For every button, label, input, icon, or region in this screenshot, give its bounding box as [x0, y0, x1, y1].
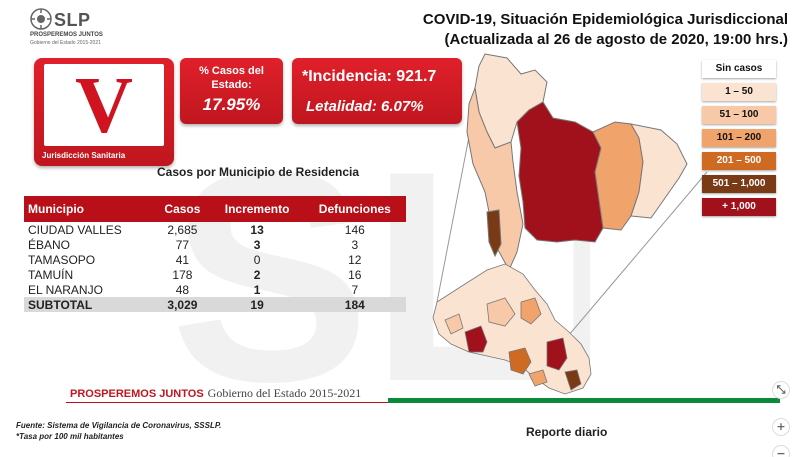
zoom-out-icon[interactable]: −	[772, 445, 790, 457]
legend-item: 1 – 50	[702, 83, 776, 101]
table-row: TAMASOPO 41 0 12	[24, 252, 406, 267]
jurisdiction-letter: V	[75, 62, 133, 150]
jurisdiction-letter-box: V	[44, 62, 164, 150]
incidence-value: *Incidencia: 921.7	[302, 68, 437, 85]
legend-item: 501 – 1,000	[702, 175, 776, 193]
subtotal-row: SUBTOTAL 3,029 19 184	[24, 297, 406, 312]
legend-item: 51 – 100	[702, 106, 776, 124]
incremento-cell: 3	[253, 237, 261, 252]
legend-item: Sin casos	[702, 60, 776, 78]
source-line: Fuente: Sistema de Vigilancia de Coronav…	[16, 421, 222, 430]
column-header: Municipio	[24, 196, 155, 222]
footer-slogan: PROSPEREMOS JUNTOS	[70, 388, 204, 400]
municipio-cell: EL NARANJO	[28, 282, 103, 297]
zoom-line	[562, 171, 708, 343]
municipio-region	[546, 337, 568, 371]
incremento-cell: 2	[253, 267, 261, 282]
fullscreen-icon[interactable]: ⤡	[772, 381, 790, 399]
municipio-region	[486, 297, 516, 327]
municipio-region	[528, 369, 548, 387]
logo-word: SLP	[54, 10, 91, 30]
municipio-cell: CIUDAD VALLES	[28, 222, 122, 237]
table-header-row: Municipio Casos Incremento Defunciones	[24, 196, 406, 222]
rate-note: *Tasa por 100 mil habitantes	[16, 432, 124, 441]
footer-line-red	[66, 402, 388, 403]
defunciones-cell: 146	[344, 222, 365, 237]
source-note: Fuente: Sistema de Vigilancia de Coronav…	[16, 420, 221, 442]
column-header: Defunciones	[303, 196, 406, 222]
defunciones-cell: 3	[351, 237, 359, 252]
municipio-region	[630, 123, 688, 219]
column-header: Casos	[154, 196, 211, 222]
jurisdiction-panel: V Jurisdicción Sanitaria	[34, 58, 174, 166]
municipio-cell: TAMASOPO	[28, 252, 96, 267]
municipio-cell: TAMUÍN	[28, 267, 74, 282]
page-title: COVID-19, Situación Epidemiológica Juris…	[423, 10, 788, 50]
cases-table: Municipio Casos Incremento Defunciones C…	[24, 196, 406, 312]
table-row: TAMUÍN 178 2 16	[24, 267, 406, 282]
zoom-in-icon[interactable]: +	[772, 418, 790, 436]
legend-item: 101 – 200	[702, 129, 776, 147]
footer-government: Gobierno del Estado 2015-2021	[207, 386, 362, 400]
subtotal-incremento: 19	[210, 297, 304, 312]
municipio-region	[508, 347, 532, 375]
municipio-region	[464, 325, 488, 353]
defunciones-cell: 7	[351, 282, 359, 297]
casos-cell: 41	[175, 252, 190, 267]
percent-panel: % Casos del Estado: 17.95%	[180, 58, 283, 124]
municipio-region	[486, 209, 502, 258]
footer-brand: PROSPEREMOS JUNTOS Gobierno del Estado 20…	[70, 386, 361, 401]
incremento-cell: 13	[250, 222, 264, 237]
table-title: Casos por Municipio de Residencia	[157, 165, 360, 179]
title-line-2: (Actualizada al 26 de agosto de 2020, 19…	[444, 31, 788, 48]
municipio-region	[444, 313, 464, 335]
footer-line-green	[388, 398, 780, 403]
percent-value: 17.95%	[202, 95, 261, 114]
jurisdiction-label: Jurisdicción Sanitaria	[42, 151, 126, 160]
municipio-cell: ÉBANO	[28, 237, 71, 252]
incidence-panel: *Incidencia: 921.7 Letalidad: 6.07%	[292, 58, 462, 124]
subtotal-casos: 3,029	[154, 297, 211, 312]
casos-cell: 178	[172, 267, 193, 282]
municipio-region	[564, 369, 582, 391]
municipio-region	[466, 86, 524, 272]
casos-cell: 2,685	[167, 222, 198, 237]
logo-slogan: PROSPEREMOS JUNTOS	[30, 32, 103, 38]
table-row: EL NARANJO 48 1 7	[24, 282, 406, 297]
jurisdiction-enlarged	[466, 53, 688, 272]
incremento-cell: 1	[253, 282, 261, 297]
logo-government: Gobierno del Estado 2015-2021	[30, 40, 101, 46]
subtotal-label: SUBTOTAL	[24, 297, 155, 312]
casos-cell: 48	[175, 282, 190, 297]
map-legend: Sin casos 1 – 50 51 – 100 101 – 200 201 – 50…	[702, 60, 780, 221]
title-line-1: COVID-19, Situación Epidemiológica Juris…	[422, 11, 788, 28]
defunciones-cell: 12	[348, 252, 362, 267]
report-label: Reporte diario	[526, 425, 608, 439]
state-map	[432, 263, 592, 395]
defunciones-cell: 16	[348, 267, 362, 282]
incremento-cell: 0	[253, 252, 261, 267]
table-row: CIUDAD VALLES 2,685 13 146	[24, 222, 406, 237]
jurisdiction-map	[432, 53, 708, 395]
municipio-region	[516, 101, 604, 243]
slp-emblem-icon	[30, 8, 52, 30]
percent-label: % Casos del Estado:	[199, 65, 264, 91]
table-row: ÉBANO 77 3 3	[24, 237, 406, 252]
municipio-region	[520, 297, 542, 325]
slp-logo: SLP PROSPEREMOS JUNTOS Gobierno del Esta…	[30, 8, 110, 50]
lethality-value: Letalidad: 6.07%	[306, 98, 424, 115]
subtotal-defunciones: 184	[303, 297, 406, 312]
casos-cell: 77	[175, 237, 190, 252]
legend-item: 201 – 500	[702, 152, 776, 170]
legend-item: + 1,000	[702, 198, 776, 216]
column-header: Incremento	[210, 196, 304, 222]
